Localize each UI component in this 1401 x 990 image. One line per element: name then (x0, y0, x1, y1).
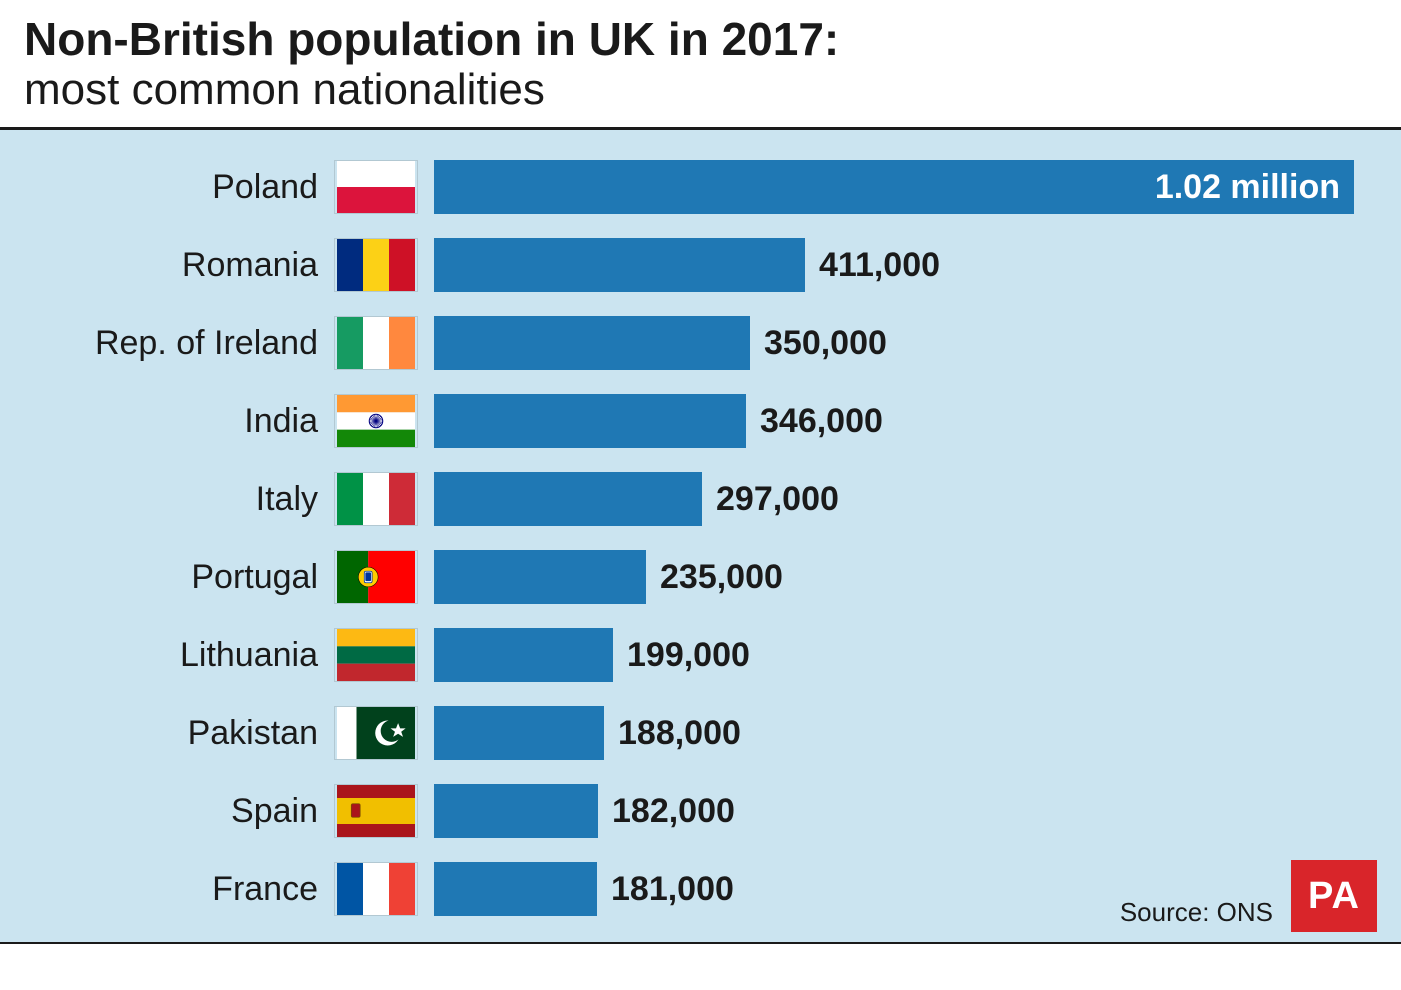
pa-badge: PA (1291, 860, 1377, 932)
bar (434, 550, 646, 604)
bar-value: 181,000 (611, 870, 734, 909)
portugal-flag-icon (334, 550, 418, 604)
poland-flag-icon (334, 160, 418, 214)
title-line-1: Non-British population in UK in 2017: (24, 14, 1377, 65)
chart-area: Poland 1.02 million Romania 411,000 Rep. of … (0, 127, 1401, 944)
bar (434, 238, 805, 292)
country-label: Rep. of Ireland (24, 324, 334, 363)
bar-value: 199,000 (627, 636, 750, 675)
bar (434, 316, 750, 370)
bar-value: 235,000 (660, 558, 783, 597)
bar-wrap: 297,000 (418, 472, 1377, 526)
bar-wrap: 182,000 (418, 784, 1377, 838)
bar (434, 706, 604, 760)
bar: 1.02 million (434, 160, 1354, 214)
bar-value: 350,000 (764, 324, 887, 363)
india-flag-icon (334, 394, 418, 448)
bar-wrap: 350,000 (418, 316, 1377, 370)
lithuania-flag-icon (334, 628, 418, 682)
bar-row: India 346,000 (24, 382, 1377, 460)
chart-footer: Source: ONS PA (1120, 860, 1377, 932)
italy-flag-icon (334, 472, 418, 526)
bar-rows: Poland 1.02 million Romania 411,000 Rep. of … (24, 148, 1377, 928)
country-label: India (24, 402, 334, 441)
bar-value: 1.02 million (1155, 168, 1340, 207)
country-label: Italy (24, 480, 334, 519)
bar-row: Spain 182,000 (24, 772, 1377, 850)
romania-flag-icon (334, 238, 418, 292)
bar-wrap: 235,000 (418, 550, 1377, 604)
pakistan-flag-icon (334, 706, 418, 760)
bar (434, 784, 598, 838)
infographic-container: Non-British population in UK in 2017: mo… (0, 0, 1401, 944)
title-line-2: most common nationalities (24, 65, 1377, 116)
bar-row: Poland 1.02 million (24, 148, 1377, 226)
header: Non-British population in UK in 2017: mo… (0, 0, 1401, 127)
france-flag-icon (334, 862, 418, 916)
bar-wrap: 199,000 (418, 628, 1377, 682)
bar-row: Portugal 235,000 (24, 538, 1377, 616)
bar-row: Romania 411,000 (24, 226, 1377, 304)
bar-row: Rep. of Ireland 350,000 (24, 304, 1377, 382)
country-label: Lithuania (24, 636, 334, 675)
bar-wrap: 188,000 (418, 706, 1377, 760)
source-label: Source: ONS (1120, 897, 1273, 932)
bar-wrap: 1.02 million (418, 160, 1377, 214)
bar-wrap: 346,000 (418, 394, 1377, 448)
bar-wrap: 411,000 (418, 238, 1377, 292)
bar (434, 628, 613, 682)
country-label: Romania (24, 246, 334, 285)
bar-value: 411,000 (819, 246, 940, 285)
ireland-flag-icon (334, 316, 418, 370)
bar-value: 346,000 (760, 402, 883, 441)
bar (434, 862, 597, 916)
bar (434, 472, 702, 526)
bar-value: 182,000 (612, 792, 735, 831)
bar-row: Italy 297,000 (24, 460, 1377, 538)
bar-row: Lithuania 199,000 (24, 616, 1377, 694)
country-label: Spain (24, 792, 334, 831)
bar (434, 394, 746, 448)
bar-value: 188,000 (618, 714, 741, 753)
spain-flag-icon (334, 784, 418, 838)
country-label: Portugal (24, 558, 334, 597)
bar-value: 297,000 (716, 480, 839, 519)
country-label: France (24, 870, 334, 909)
country-label: Pakistan (24, 714, 334, 753)
bar-row: Pakistan 188,000 (24, 694, 1377, 772)
country-label: Poland (24, 168, 334, 207)
